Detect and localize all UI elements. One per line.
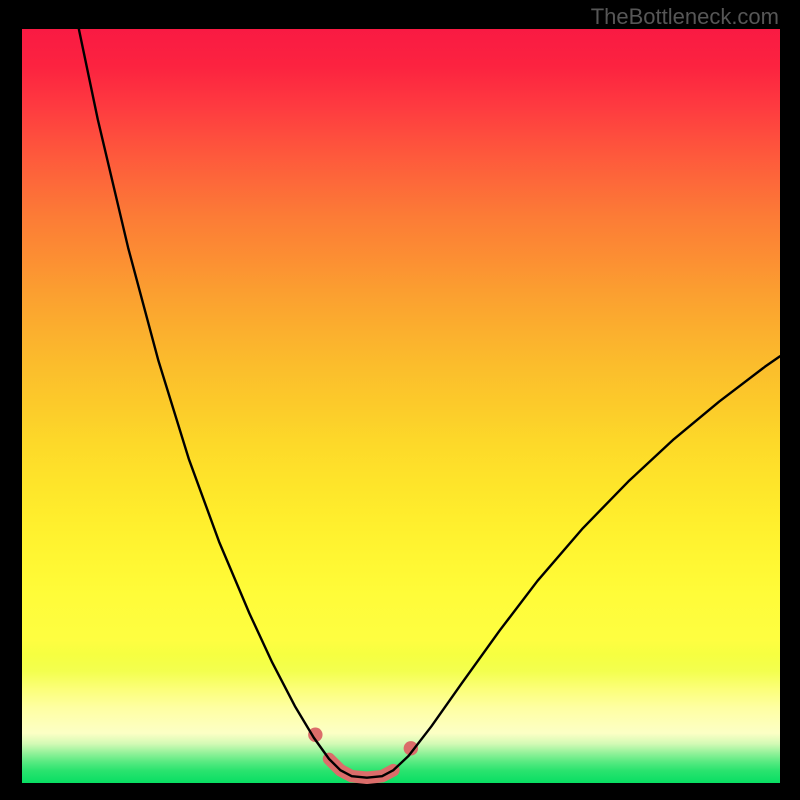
chart-frame: TheBottleneck.com (0, 0, 800, 800)
chart-overlay (0, 0, 800, 800)
watermark-text: TheBottleneck.com (591, 4, 779, 30)
bottleneck-curve (79, 29, 780, 778)
